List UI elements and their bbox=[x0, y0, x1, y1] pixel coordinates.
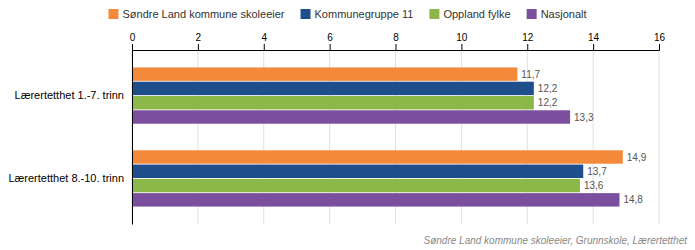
x-tick: 4 bbox=[261, 32, 267, 50]
legend-swatch bbox=[108, 9, 118, 19]
bars bbox=[132, 67, 623, 206]
data-label: 13,7 bbox=[587, 166, 607, 177]
bar bbox=[132, 150, 623, 163]
y-tick: Lærertetthet 8.-10. trinn bbox=[8, 172, 132, 184]
x-tick-label: 0 bbox=[130, 32, 136, 43]
x-tick: 2 bbox=[196, 32, 202, 50]
x-tick: 14 bbox=[588, 32, 600, 50]
data-label: 11,7 bbox=[521, 69, 540, 80]
x-tick-mark bbox=[396, 44, 397, 50]
legend-label: Søndre Land kommune skoleeier bbox=[122, 8, 284, 20]
bar bbox=[132, 179, 580, 192]
x-tick-label: 2 bbox=[196, 32, 202, 43]
x-tick-label: 14 bbox=[588, 32, 600, 43]
legend-item: Søndre Land kommune skoleeier bbox=[108, 8, 284, 20]
x-tick-label: 8 bbox=[393, 32, 399, 43]
data-label: 14,9 bbox=[627, 152, 647, 163]
legend-swatch bbox=[301, 9, 311, 19]
x-tick-mark bbox=[264, 44, 265, 50]
grid bbox=[132, 50, 659, 224]
footer: Søndre Land kommune skoleeier, Grunnskol… bbox=[424, 235, 689, 246]
data-label: 14,8 bbox=[623, 194, 643, 205]
grid-line bbox=[132, 50, 133, 224]
grid-line bbox=[659, 50, 660, 224]
series bbox=[132, 110, 619, 206]
bar bbox=[132, 67, 517, 80]
x-tick-mark bbox=[198, 44, 199, 50]
x-tick: 0 bbox=[130, 32, 136, 50]
bar bbox=[132, 96, 534, 109]
series bbox=[132, 96, 580, 192]
x-tick-mark bbox=[659, 44, 660, 50]
legend: Søndre Land kommune skoleeier Kommunegrup… bbox=[108, 8, 586, 20]
data-labels: 11,7 14,9 12,2 13,7 12,2 13,6 13,3 14,8 bbox=[521, 69, 646, 206]
legend-swatch bbox=[527, 9, 537, 19]
data-label: 12,2 bbox=[538, 83, 558, 94]
x-tick-mark bbox=[132, 44, 133, 50]
bar bbox=[132, 82, 534, 95]
data-label: 13,3 bbox=[574, 112, 594, 123]
x-tick: 6 bbox=[327, 32, 333, 50]
x-tick: 12 bbox=[522, 32, 534, 50]
y-axis: Lærertetthet 1.-7. trinn Lærertetthet 8.-… bbox=[8, 51, 132, 225]
x-tick: 16 bbox=[654, 32, 666, 50]
y-tick-label: Lærertetthet 1.-7. trinn bbox=[15, 89, 124, 101]
x-tick-label: 10 bbox=[456, 32, 468, 43]
x-tick-label: 12 bbox=[522, 32, 534, 43]
data-label: 12,2 bbox=[538, 97, 558, 108]
legend-label: Oppland fylke bbox=[443, 8, 510, 20]
y-tick: Lærertetthet 1.-7. trinn bbox=[15, 89, 132, 101]
x-tick-label: 6 bbox=[327, 32, 333, 43]
series bbox=[132, 82, 583, 178]
x-axis-line bbox=[133, 44, 660, 51]
data-label: 13,6 bbox=[584, 180, 604, 191]
x-tick-label: 4 bbox=[261, 32, 267, 43]
x-axis: 0 2 4 6 8 10 12 14 16 bbox=[130, 32, 666, 51]
bar bbox=[132, 193, 619, 206]
x-tick-mark bbox=[330, 44, 331, 50]
x-tick: 10 bbox=[456, 32, 468, 50]
y-tick-label: Lærertetthet 8.-10. trinn bbox=[8, 172, 124, 184]
x-tick-label: 16 bbox=[654, 32, 666, 43]
legend-item: Nasjonalt bbox=[527, 8, 587, 20]
legend-item: Kommunegruppe 11 bbox=[301, 8, 414, 20]
x-tick-mark bbox=[593, 44, 594, 50]
legend-label: Kommunegruppe 11 bbox=[315, 8, 414, 20]
x-tick: 8 bbox=[393, 32, 399, 50]
bar bbox=[132, 165, 583, 178]
bar bbox=[132, 110, 570, 123]
legend-label: Nasjonalt bbox=[541, 8, 587, 20]
x-tick-mark bbox=[461, 44, 462, 50]
y-axis-line bbox=[132, 51, 133, 225]
x-tick-mark bbox=[527, 44, 528, 50]
series bbox=[132, 67, 623, 163]
plot: 11,7 14,9 12,2 13,7 12,2 13,6 13,3 14,8 0 2 4 6 8 10 1… bbox=[8, 32, 665, 225]
legend-swatch bbox=[429, 9, 439, 19]
chart: Søndre Land kommune skoleeier Kommunegrup… bbox=[0, 0, 695, 250]
legend-item: Oppland fylke bbox=[429, 8, 510, 20]
